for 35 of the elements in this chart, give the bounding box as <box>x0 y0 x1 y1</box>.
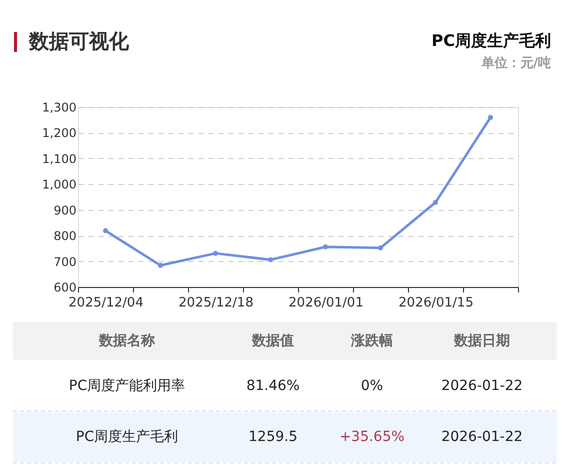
text: 涨跌幅 <box>350 333 393 349</box>
y-tick-label: 1,200 <box>42 126 76 140</box>
x-tick-label: 2026/01/15 <box>398 296 474 310</box>
text: PC周度产能利用率 <box>68 378 186 394</box>
point <box>433 200 438 205</box>
point <box>158 262 163 268</box>
y-tick-label: 700 <box>54 254 76 269</box>
y-tick-label: 1,300 <box>42 100 76 114</box>
text: 2026-01-22 <box>441 378 523 394</box>
point <box>378 245 383 250</box>
point <box>103 228 108 234</box>
y-tick-label: 1,000 <box>42 178 76 192</box>
y-tick-label: 800 <box>54 229 76 244</box>
text: 数据可视化 <box>28 29 130 53</box>
point <box>213 250 218 256</box>
x-tick-label: 2025/12/18 <box>178 296 254 310</box>
point <box>268 257 273 262</box>
y-tick-label: 600 <box>54 280 76 294</box>
point <box>323 244 328 250</box>
text: 数据日期 <box>453 333 510 349</box>
text: 81.46% <box>246 378 300 394</box>
text: 数据值 <box>251 333 294 349</box>
text: PC周度生产毛利 <box>76 429 178 445</box>
text: +35.65% <box>339 429 405 445</box>
x-tick-label: 2025/12/04 <box>68 296 144 310</box>
y-tick-label: 1,100 <box>42 152 76 166</box>
y-tick-label: 900 <box>54 203 76 218</box>
text: 2026-01-22 <box>441 429 523 445</box>
chart-title: PC周度生产毛利 <box>432 31 551 50</box>
x-tick-label: 2026/01/01 <box>288 296 364 310</box>
text: 0% <box>360 378 384 394</box>
text: 1259.5 <box>248 429 298 445</box>
chart-subtitle: 单位：元/吨 <box>480 55 551 71</box>
text: 数据名称 <box>98 333 155 349</box>
point <box>488 114 493 120</box>
